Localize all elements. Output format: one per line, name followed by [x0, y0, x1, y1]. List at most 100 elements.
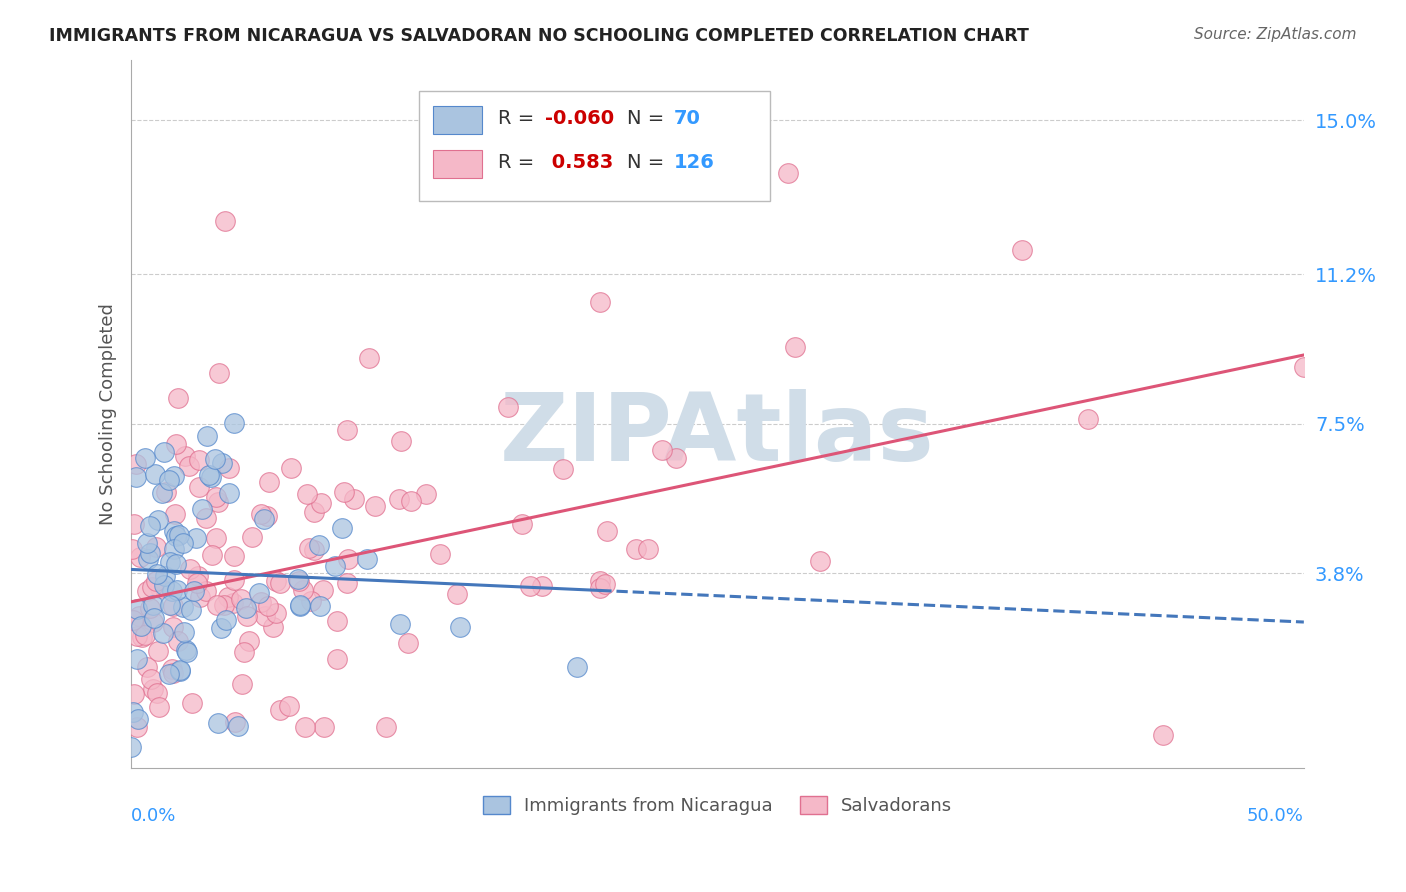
Point — [290, 599, 312, 614]
Point — [180, 603, 202, 617]
Point — [217, 590, 239, 604]
Point — [122, 687, 145, 701]
Point — [240, 530, 263, 544]
Point — [231, 676, 253, 690]
Point — [596, 524, 619, 538]
Point — [145, 574, 167, 588]
Point — [160, 584, 183, 599]
Point — [179, 561, 201, 575]
Point — [127, 712, 149, 726]
Point — [308, 599, 330, 613]
Point — [250, 595, 273, 609]
Point — [125, 457, 148, 471]
Point — [167, 528, 190, 542]
Point — [238, 634, 260, 648]
Point — [253, 511, 276, 525]
Point — [588, 574, 610, 588]
Point — [125, 602, 148, 616]
Point — [224, 714, 246, 729]
Point — [153, 569, 176, 583]
Point — [336, 552, 359, 566]
Point — [264, 607, 287, 621]
Text: Source: ZipAtlas.com: Source: ZipAtlas.com — [1194, 27, 1357, 42]
Point — [131, 618, 153, 632]
Bar — [433, 150, 482, 178]
Point — [125, 470, 148, 484]
Point — [159, 598, 181, 612]
Point — [257, 599, 280, 614]
Point — [294, 720, 316, 734]
Point — [326, 652, 349, 666]
Point — [177, 458, 200, 473]
Point — [167, 392, 190, 406]
Point — [122, 516, 145, 531]
Text: 50.0%: 50.0% — [1247, 806, 1303, 824]
Text: IMMIGRANTS FROM NICARAGUA VS SALVADORAN NO SCHOOLING COMPLETED CORRELATION CHART: IMMIGRANTS FROM NICARAGUA VS SALVADORAN … — [49, 27, 1029, 45]
Point — [143, 610, 166, 624]
Point — [122, 613, 145, 627]
Text: R =: R = — [498, 109, 541, 128]
Point — [146, 566, 169, 581]
Point — [429, 547, 451, 561]
Text: N =: N = — [627, 109, 671, 128]
Point — [160, 661, 183, 675]
Point — [195, 511, 218, 525]
Point — [138, 546, 160, 560]
Point — [253, 609, 276, 624]
Point — [551, 462, 574, 476]
Point — [152, 445, 174, 459]
Point — [512, 517, 534, 532]
Point — [157, 473, 180, 487]
Point — [120, 740, 142, 755]
Point — [146, 686, 169, 700]
Point — [1292, 359, 1315, 374]
Point — [214, 214, 236, 228]
Point — [153, 577, 176, 591]
Point — [215, 613, 238, 627]
Point — [139, 519, 162, 533]
Point — [146, 513, 169, 527]
Point — [173, 624, 195, 639]
Point — [446, 586, 468, 600]
Point — [314, 720, 336, 734]
Point — [207, 716, 229, 731]
Point — [593, 577, 616, 591]
Point — [356, 551, 378, 566]
Bar — [433, 105, 482, 134]
Point — [589, 295, 612, 310]
Text: ZIPAtlas: ZIPAtlas — [501, 389, 935, 481]
Point — [183, 583, 205, 598]
Point — [496, 400, 519, 414]
Point — [256, 509, 278, 524]
Point — [142, 598, 165, 612]
Point — [388, 616, 411, 631]
Point — [302, 543, 325, 558]
Point — [141, 580, 163, 594]
Point — [291, 582, 314, 597]
Point — [218, 461, 240, 475]
Point — [142, 615, 165, 630]
Point — [166, 634, 188, 648]
Point — [776, 166, 799, 180]
Point — [396, 635, 419, 649]
Text: 0.583: 0.583 — [546, 153, 613, 172]
Point — [247, 585, 270, 599]
Point — [162, 599, 184, 614]
Point — [135, 660, 157, 674]
Point — [165, 528, 187, 542]
Point — [287, 574, 309, 588]
Point — [278, 699, 301, 714]
Point — [519, 579, 541, 593]
Point — [165, 507, 187, 521]
Point — [136, 551, 159, 566]
Point — [226, 719, 249, 733]
Point — [325, 559, 347, 574]
Point — [165, 437, 187, 451]
Point — [128, 609, 150, 624]
Point — [174, 642, 197, 657]
Point — [336, 576, 359, 591]
Y-axis label: No Schooling Completed: No Schooling Completed — [100, 302, 117, 524]
Point — [264, 574, 287, 588]
Point — [205, 490, 228, 504]
Point — [205, 531, 228, 545]
